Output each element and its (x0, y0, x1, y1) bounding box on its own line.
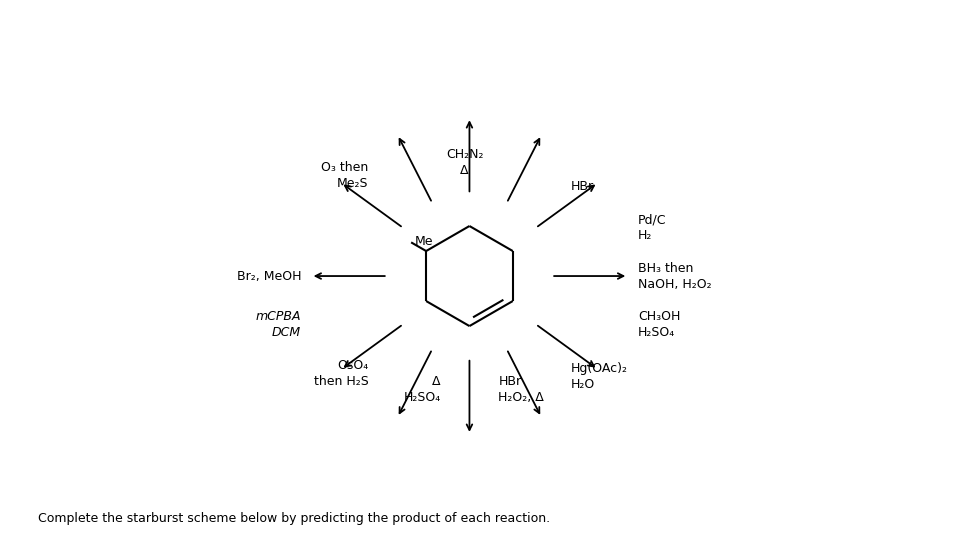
Text: HBr
H₂O₂, Δ: HBr H₂O₂, Δ (498, 375, 544, 404)
Text: mCPBA
DCM: mCPBA DCM (256, 310, 301, 339)
Text: Δ
H₂SO₄: Δ H₂SO₄ (403, 375, 440, 404)
Text: CH₂N₂
Δ: CH₂N₂ Δ (446, 148, 482, 177)
Text: Complete the starburst scheme below by predicting the product of each reaction.: Complete the starburst scheme below by p… (38, 512, 550, 525)
Text: O₃ then
Me₂S: O₃ then Me₂S (321, 161, 368, 190)
Text: Br₂, MeOH: Br₂, MeOH (236, 270, 301, 282)
Text: CH₃OH
H₂SO₄: CH₃OH H₂SO₄ (637, 310, 679, 339)
Text: Hg(OAc)₂
H₂O: Hg(OAc)₂ H₂O (570, 362, 627, 391)
Text: OsO₄
then H₂S: OsO₄ then H₂S (313, 359, 368, 388)
Text: Pd/C
H₂: Pd/C H₂ (637, 213, 666, 242)
Text: Me: Me (414, 235, 433, 248)
Text: HBr: HBr (570, 180, 593, 193)
Text: BH₃ then
NaOH, H₂O₂: BH₃ then NaOH, H₂O₂ (637, 262, 711, 291)
